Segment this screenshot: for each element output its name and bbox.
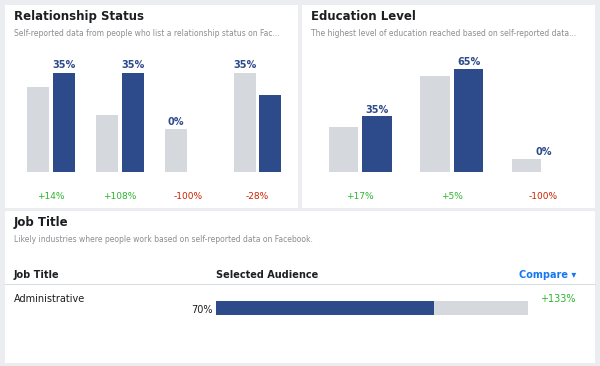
Text: Job Title: Job Title — [14, 216, 68, 229]
Text: The highest level of education reached based on self-reported data...: The highest level of education reached b… — [311, 29, 577, 38]
Bar — [420, 76, 449, 172]
Text: +5%: +5% — [441, 192, 463, 201]
Text: 35%: 35% — [233, 60, 256, 70]
Bar — [53, 72, 75, 172]
Text: Education Level: Education Level — [311, 10, 416, 23]
Text: +17%: +17% — [346, 192, 374, 201]
Bar — [233, 72, 256, 172]
Bar — [259, 95, 281, 172]
Text: 0%: 0% — [167, 117, 184, 127]
Text: 65%: 65% — [457, 57, 481, 67]
Bar — [329, 127, 358, 172]
Bar — [216, 301, 528, 315]
Text: 0%: 0% — [535, 147, 551, 157]
Bar — [454, 68, 484, 172]
Text: +14%: +14% — [37, 192, 65, 201]
Text: Job Title: Job Title — [14, 270, 59, 280]
Text: Likely industries where people work based on self-reported data on Facebook.: Likely industries where people work base… — [14, 235, 313, 244]
Text: 70%: 70% — [191, 305, 213, 315]
Text: 35%: 35% — [121, 60, 144, 70]
Text: +133%: +133% — [541, 294, 576, 303]
Text: Self-reported data from people who list a relationship status on Fac...: Self-reported data from people who list … — [14, 29, 280, 38]
Bar — [96, 115, 118, 172]
Bar — [122, 72, 143, 172]
Text: +108%: +108% — [103, 192, 137, 201]
Text: Relationship Status: Relationship Status — [14, 10, 144, 23]
Text: -100%: -100% — [529, 192, 558, 201]
Bar — [216, 301, 434, 315]
Text: 35%: 35% — [365, 105, 389, 115]
Text: Selected Audience: Selected Audience — [216, 270, 318, 280]
Text: Administrative: Administrative — [14, 294, 85, 303]
Text: Compare ▾: Compare ▾ — [519, 270, 576, 280]
Text: -100%: -100% — [174, 192, 203, 201]
Bar — [28, 87, 49, 172]
Bar — [512, 159, 541, 172]
Bar — [165, 129, 187, 172]
Bar — [362, 116, 392, 172]
Text: 35%: 35% — [52, 60, 76, 70]
Text: -28%: -28% — [245, 192, 269, 201]
